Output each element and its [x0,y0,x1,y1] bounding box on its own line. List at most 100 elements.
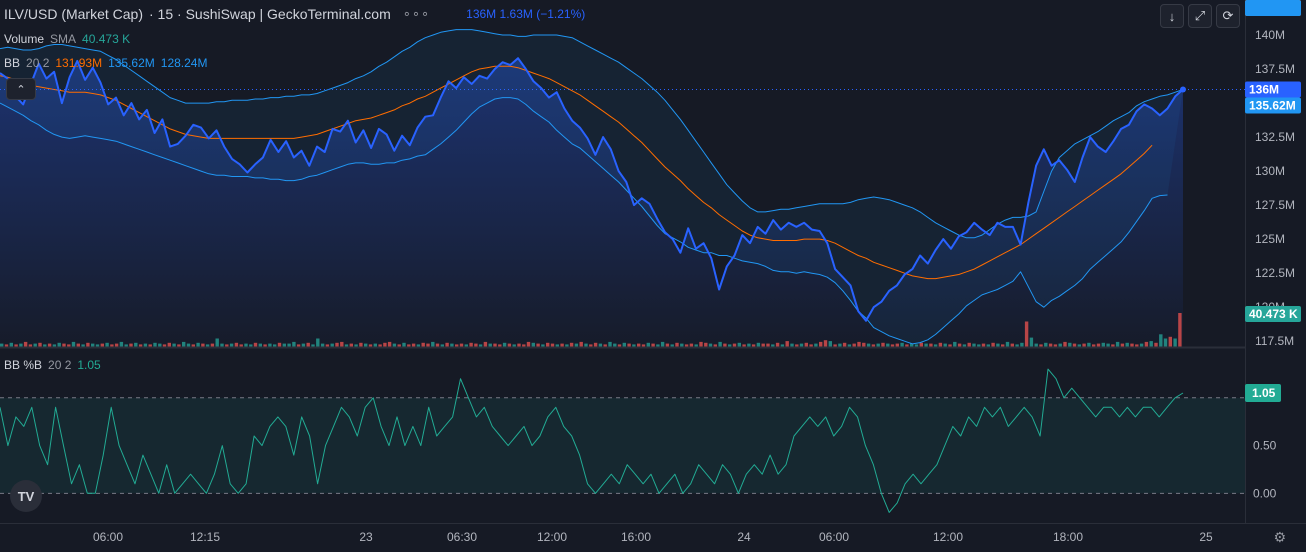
volume-bar [1087,342,1091,348]
volume-bar [387,341,392,347]
volume-bar [728,344,732,347]
volume-bar [186,343,191,347]
bb-percent-b-pane[interactable] [0,348,1306,523]
volume-bar [546,342,550,348]
volume-bar [665,343,670,347]
volume-bar [991,342,995,348]
volume-bar [732,343,737,347]
volume-bar [613,343,617,347]
volume-bar [143,343,148,347]
price-axis-tick: 127.5M [1255,198,1295,212]
expand-button[interactable]: ⤢ [1188,4,1212,28]
volume-bar [287,343,291,347]
volume-bar [1005,341,1010,347]
bb-legend[interactable]: BB 20 2 131.93M 135.62M 128.24M [4,56,207,70]
tradingview-logo[interactable]: TV [10,480,42,512]
volume-bar [632,344,636,347]
volume-bar [771,344,775,347]
volume-bar [488,343,492,347]
volume-bar [100,343,104,347]
volume-bar [780,344,785,347]
volume-bar [943,343,947,347]
volume-bar [244,343,248,347]
price-axis-tick: 122.5M [1255,266,1295,280]
volume-bar [996,343,1000,347]
volume-bar [660,341,665,347]
main-price-pane[interactable] [0,0,1306,348]
volume-bar [565,344,569,347]
volume-bar [282,343,286,347]
volume-bar [450,343,454,347]
volume-bar [699,341,703,347]
volume-bar [584,343,588,347]
volume-bar [1173,338,1177,347]
bb-lower-value: 128.24M [160,56,208,70]
volume-bar [502,342,507,348]
volume-bar [637,343,641,347]
volume-bar [71,341,76,347]
volume-bar [1149,341,1153,347]
volume-bar [723,343,727,347]
volume-bar [253,342,258,348]
volume-bar [1135,344,1139,347]
volume-bar [751,344,756,347]
volume-bar [512,344,516,347]
pctb-label: BB %B [4,358,43,372]
scroll-down-button[interactable]: ↓ [1160,4,1184,28]
volume-bar [402,342,406,348]
last-value: 136M [466,7,497,21]
time-axis-tick: 23 [359,530,373,544]
volume-bar [924,343,928,347]
volume-bar [1024,321,1029,347]
volume-bar [761,343,765,347]
volume-bar [617,344,622,347]
volume-bar [1034,343,1038,347]
pctb-legend[interactable]: BB %B 20 2 1.05 [4,358,101,372]
volume-bar [239,344,243,347]
price-axis-tick: 132.5M [1255,130,1295,144]
time-axis-tick: 16:00 [621,530,651,544]
bollinger-band-fill [0,29,1183,344]
volume-bar [330,343,334,347]
symbol-title[interactable]: ILV/USD (Market Cap) [4,6,143,22]
price-line [0,57,1184,322]
bb-basis-value: 131.93M [55,56,103,70]
volume-ma-label: SMA [50,32,77,46]
volume-bar [1077,344,1081,347]
volume-bar [833,344,837,347]
volume-bar [296,344,301,347]
volume-bar [1029,337,1034,347]
volume-bar [550,343,555,347]
volume-bar [775,342,780,348]
volume-legend[interactable]: Volume SMA 40.473 K [4,32,130,46]
volume-bar [498,344,502,347]
volume-bar [536,343,540,347]
more-icon[interactable]: ∘∘∘ [402,6,431,21]
collapse-legend-button[interactable]: ⌃ [6,78,36,100]
volume-bar [33,343,37,347]
volume-bar [809,344,813,347]
volume-bar [972,343,976,347]
volume-bar [478,344,483,347]
chevron-up-icon: ⌃ [16,83,26,96]
volume-bar [191,344,195,347]
volume-bar [938,342,943,348]
volume-bar [713,344,717,347]
volume-bar [440,344,444,347]
reload-button[interactable]: ⟳ [1216,4,1240,28]
settings-icon[interactable]: ⚙ [1273,529,1286,545]
volume-bar [38,342,42,348]
volume-bar [1178,313,1182,347]
volume-bar [316,338,320,347]
volume-bar [411,343,416,347]
volume-bar [1111,344,1115,347]
volume-bar [842,342,847,348]
volume-bar [1044,342,1048,348]
pctb-axis-tick: 0.00 [1253,486,1277,500]
volume-bar [651,343,655,347]
volume-bar [914,344,919,347]
bb-label: BB [4,56,21,70]
volume-bar [569,342,574,348]
